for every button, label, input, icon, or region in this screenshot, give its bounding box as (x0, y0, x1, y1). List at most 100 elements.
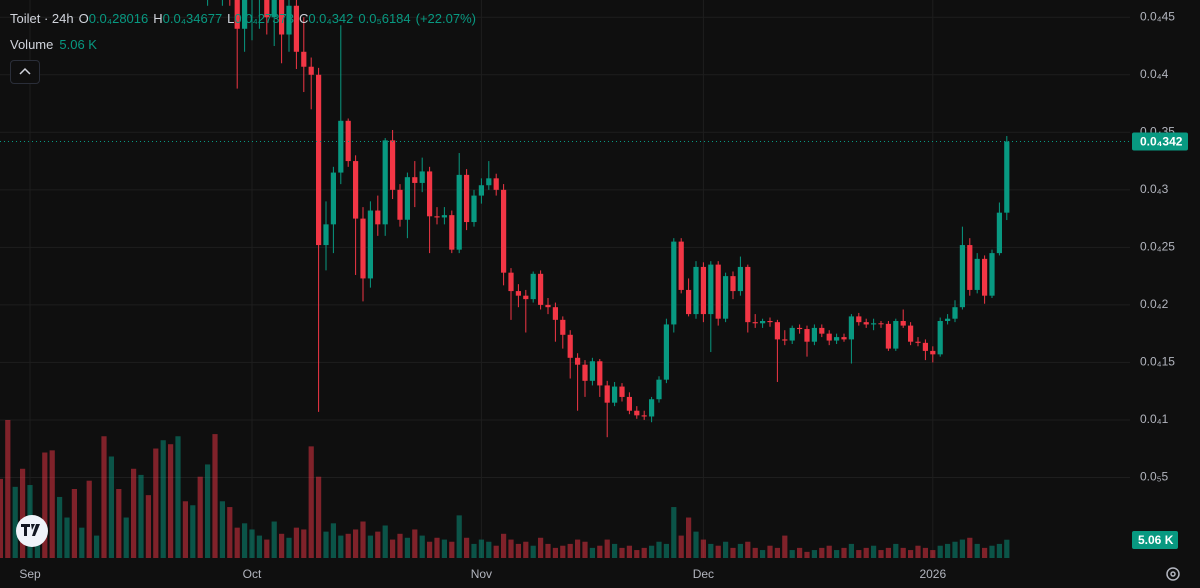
last-price-badge (1132, 132, 1188, 151)
volume-bar (12, 486, 18, 558)
candle-body (804, 329, 810, 342)
volume-bar (271, 521, 277, 558)
settings-icon[interactable] (1166, 567, 1180, 581)
candle-body (382, 140, 388, 225)
volume-bar (330, 523, 336, 558)
volume-bar (49, 450, 55, 558)
candle-body (945, 318, 951, 321)
candle-body (567, 334, 573, 358)
volume-bar (848, 543, 854, 558)
candle-body (678, 241, 684, 290)
candle-body (834, 337, 840, 341)
volume-bar (441, 539, 447, 558)
volume-bar (493, 545, 499, 558)
volume-bar (774, 547, 780, 558)
candle-body (390, 140, 396, 190)
volume-bar (219, 501, 225, 558)
candle-body (774, 322, 780, 340)
volume-bar (397, 533, 403, 558)
volume-bar (308, 446, 314, 558)
candle-body (345, 120, 351, 162)
candle-body (360, 218, 366, 279)
ohlc-item: H0.0₄34677 (153, 11, 222, 26)
candle-body (649, 399, 655, 417)
volume-bar (190, 505, 196, 558)
y-tick-label: 0.0₄45 (1140, 9, 1175, 23)
volume-bar (789, 550, 795, 558)
volume-bar (678, 535, 684, 558)
volume-bar (138, 474, 144, 558)
volume-bar (101, 436, 107, 558)
x-tick-label: Oct (243, 567, 262, 581)
volume-bar (974, 543, 980, 558)
ohlc-key: O (78, 11, 89, 26)
volume-bar (375, 531, 381, 558)
ohlc-item: O0.0₄28016 (79, 11, 149, 26)
candle-body (604, 385, 610, 403)
candle-body (715, 264, 721, 319)
candle-body (989, 253, 995, 296)
volume-bar (523, 541, 529, 558)
volume-bar (360, 521, 366, 558)
candle-body (456, 174, 462, 250)
volume-bar (286, 537, 292, 558)
candle-body (915, 341, 921, 343)
volume-bar (301, 529, 307, 558)
volume-bar (641, 547, 647, 558)
candle-body (930, 350, 936, 355)
candle-body (752, 322, 758, 324)
candle-body (737, 266, 743, 292)
candle-body (427, 171, 433, 217)
volume-bar (715, 545, 721, 558)
volume-bar (686, 517, 692, 558)
volume-bar (893, 543, 899, 558)
candle-body (922, 342, 928, 351)
candle-body (279, 0, 285, 35)
volume-bar (345, 533, 351, 558)
candle-body (745, 266, 751, 323)
volume-bar (515, 543, 521, 558)
candle-body (708, 264, 714, 315)
candle-body (330, 172, 336, 225)
collapse-button[interactable] (10, 60, 40, 84)
candle-body (967, 245, 973, 290)
volume-bar (168, 444, 174, 558)
volume-bar (656, 541, 662, 558)
candle-body (841, 337, 847, 340)
volume-bar (567, 543, 573, 558)
volume-bar (279, 533, 285, 558)
candle-body (597, 361, 603, 386)
volume-bar (412, 529, 418, 558)
candle-body (900, 320, 906, 326)
candle-body (782, 339, 788, 341)
volume-bar (42, 452, 48, 558)
volume-bar (834, 550, 840, 558)
volume-bar (57, 496, 63, 558)
volume-bar (227, 507, 233, 558)
candle-body (316, 74, 322, 246)
volume-bar (626, 545, 632, 558)
volume-bar (819, 547, 825, 558)
candle-body (286, 5, 292, 35)
change-value: 0.0₅6184 (358, 11, 411, 26)
candle-body (582, 364, 588, 381)
volume-bar (116, 489, 122, 558)
candle-body (471, 195, 477, 223)
y-tick-label: 0.0₄1 (1140, 412, 1169, 426)
candle-body (493, 178, 499, 190)
volume-bar (841, 547, 847, 558)
volume-bar (486, 541, 492, 558)
y-tick-label: 0.0₄2 (1140, 297, 1169, 311)
volume-bar (915, 545, 921, 558)
ohlc-key: L (227, 11, 235, 26)
candle-body (952, 307, 958, 319)
volume-bar (604, 539, 610, 558)
volume-bar (182, 501, 188, 558)
ohlc-key: H (153, 11, 163, 26)
volume-bar (131, 468, 137, 558)
candle-body (797, 327, 803, 330)
volume-bar (589, 547, 595, 558)
candle-body (641, 415, 647, 417)
volume-bar (153, 448, 159, 558)
volume-bar (94, 535, 100, 558)
